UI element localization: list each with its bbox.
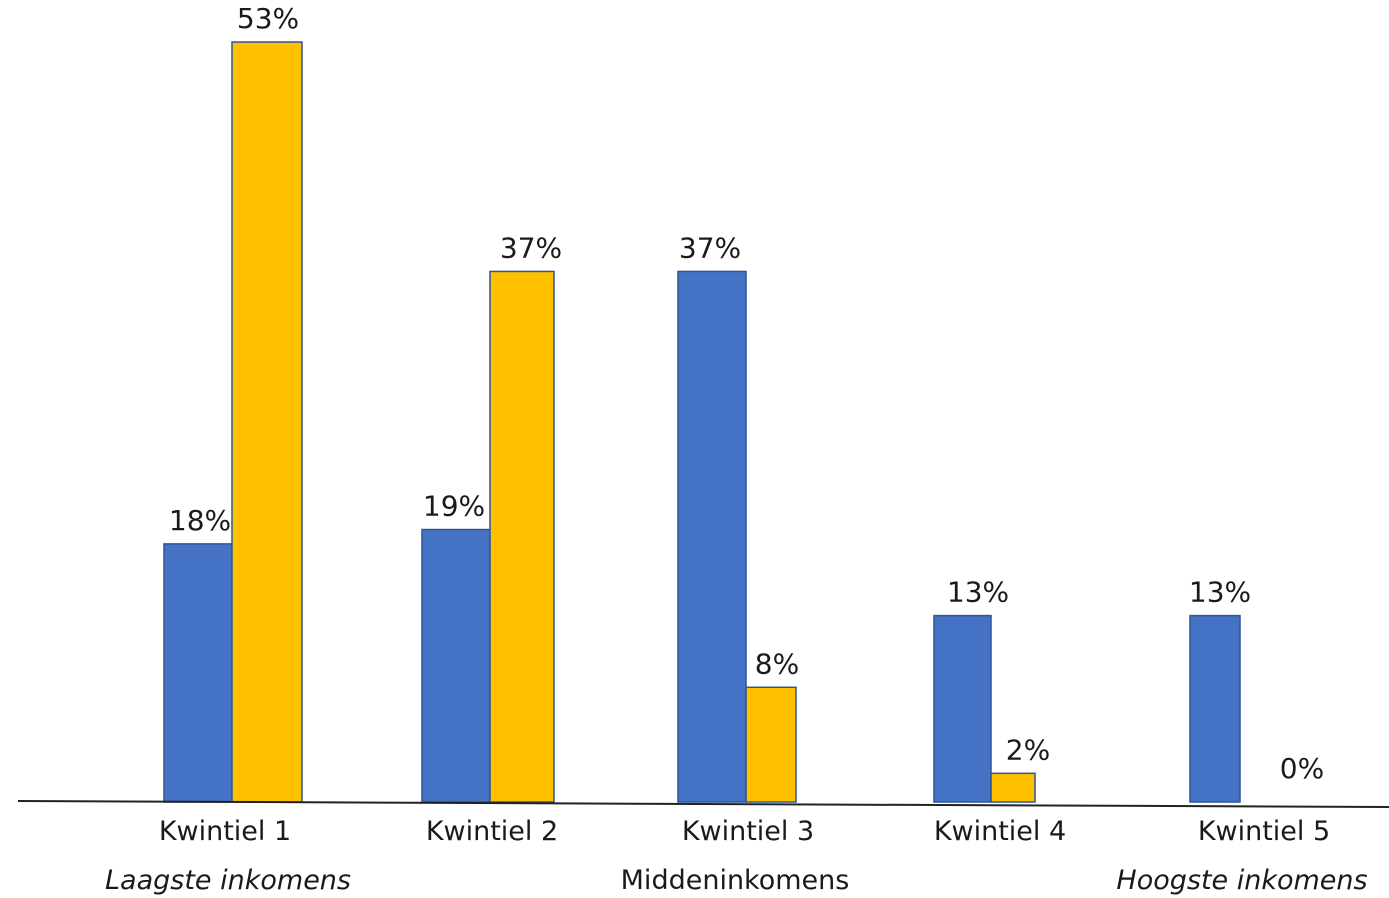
- bar-series-b-2: [489, 270, 555, 803]
- bar-series-a-5: [1189, 614, 1241, 803]
- bar-series-a-4: [933, 614, 992, 803]
- category-label-2: Kwintiel 2: [426, 816, 558, 847]
- category-sublabel-3: Middeninkomens: [621, 865, 850, 896]
- data-label-series-b-3: 8%: [755, 647, 799, 680]
- data-label-series-b-5: 0%: [1280, 752, 1324, 785]
- bars: [163, 41, 1241, 803]
- category-label-4: Kwintiel 4: [934, 816, 1066, 847]
- category-labels: Kwintiel 1 Laagste inkomens Kwintiel 2 Kwin…: [105, 816, 1368, 896]
- data-label-series-b-1: 53%: [237, 2, 299, 35]
- category-label-3: Kwintiel 3: [682, 816, 814, 847]
- bar-series-a-2: [421, 528, 491, 803]
- category-sublabel-5: Hoogste inkomens: [1116, 865, 1367, 896]
- data-label-series-a-3: 37%: [679, 231, 741, 264]
- x-axis-line: [17, 800, 1389, 808]
- data-label-series-a-2: 19%: [423, 490, 485, 523]
- data-label-series-a-1: 18%: [169, 504, 231, 537]
- data-label-series-a-5: 13%: [1189, 576, 1251, 609]
- value-labels: 18% 53% 19% 37% 37% 8% 13% 2% 13% 0%: [169, 2, 1324, 785]
- category-label-1: Kwintiel 1: [159, 816, 291, 847]
- data-label-series-a-4: 13%: [947, 576, 1009, 609]
- bar-series-b-4: [990, 772, 1036, 803]
- bar-series-b-3: [745, 686, 797, 803]
- data-label-series-b-2: 37%: [500, 231, 562, 264]
- category-label-5: Kwintiel 5: [1198, 816, 1330, 847]
- bar-series-a-3: [677, 270, 747, 803]
- category-sublabel-1: Laagste inkomens: [105, 865, 351, 896]
- data-label-series-b-4: 2%: [1006, 733, 1050, 766]
- bar-series-a-1: [163, 543, 233, 803]
- bar-series-b-1: [231, 41, 303, 803]
